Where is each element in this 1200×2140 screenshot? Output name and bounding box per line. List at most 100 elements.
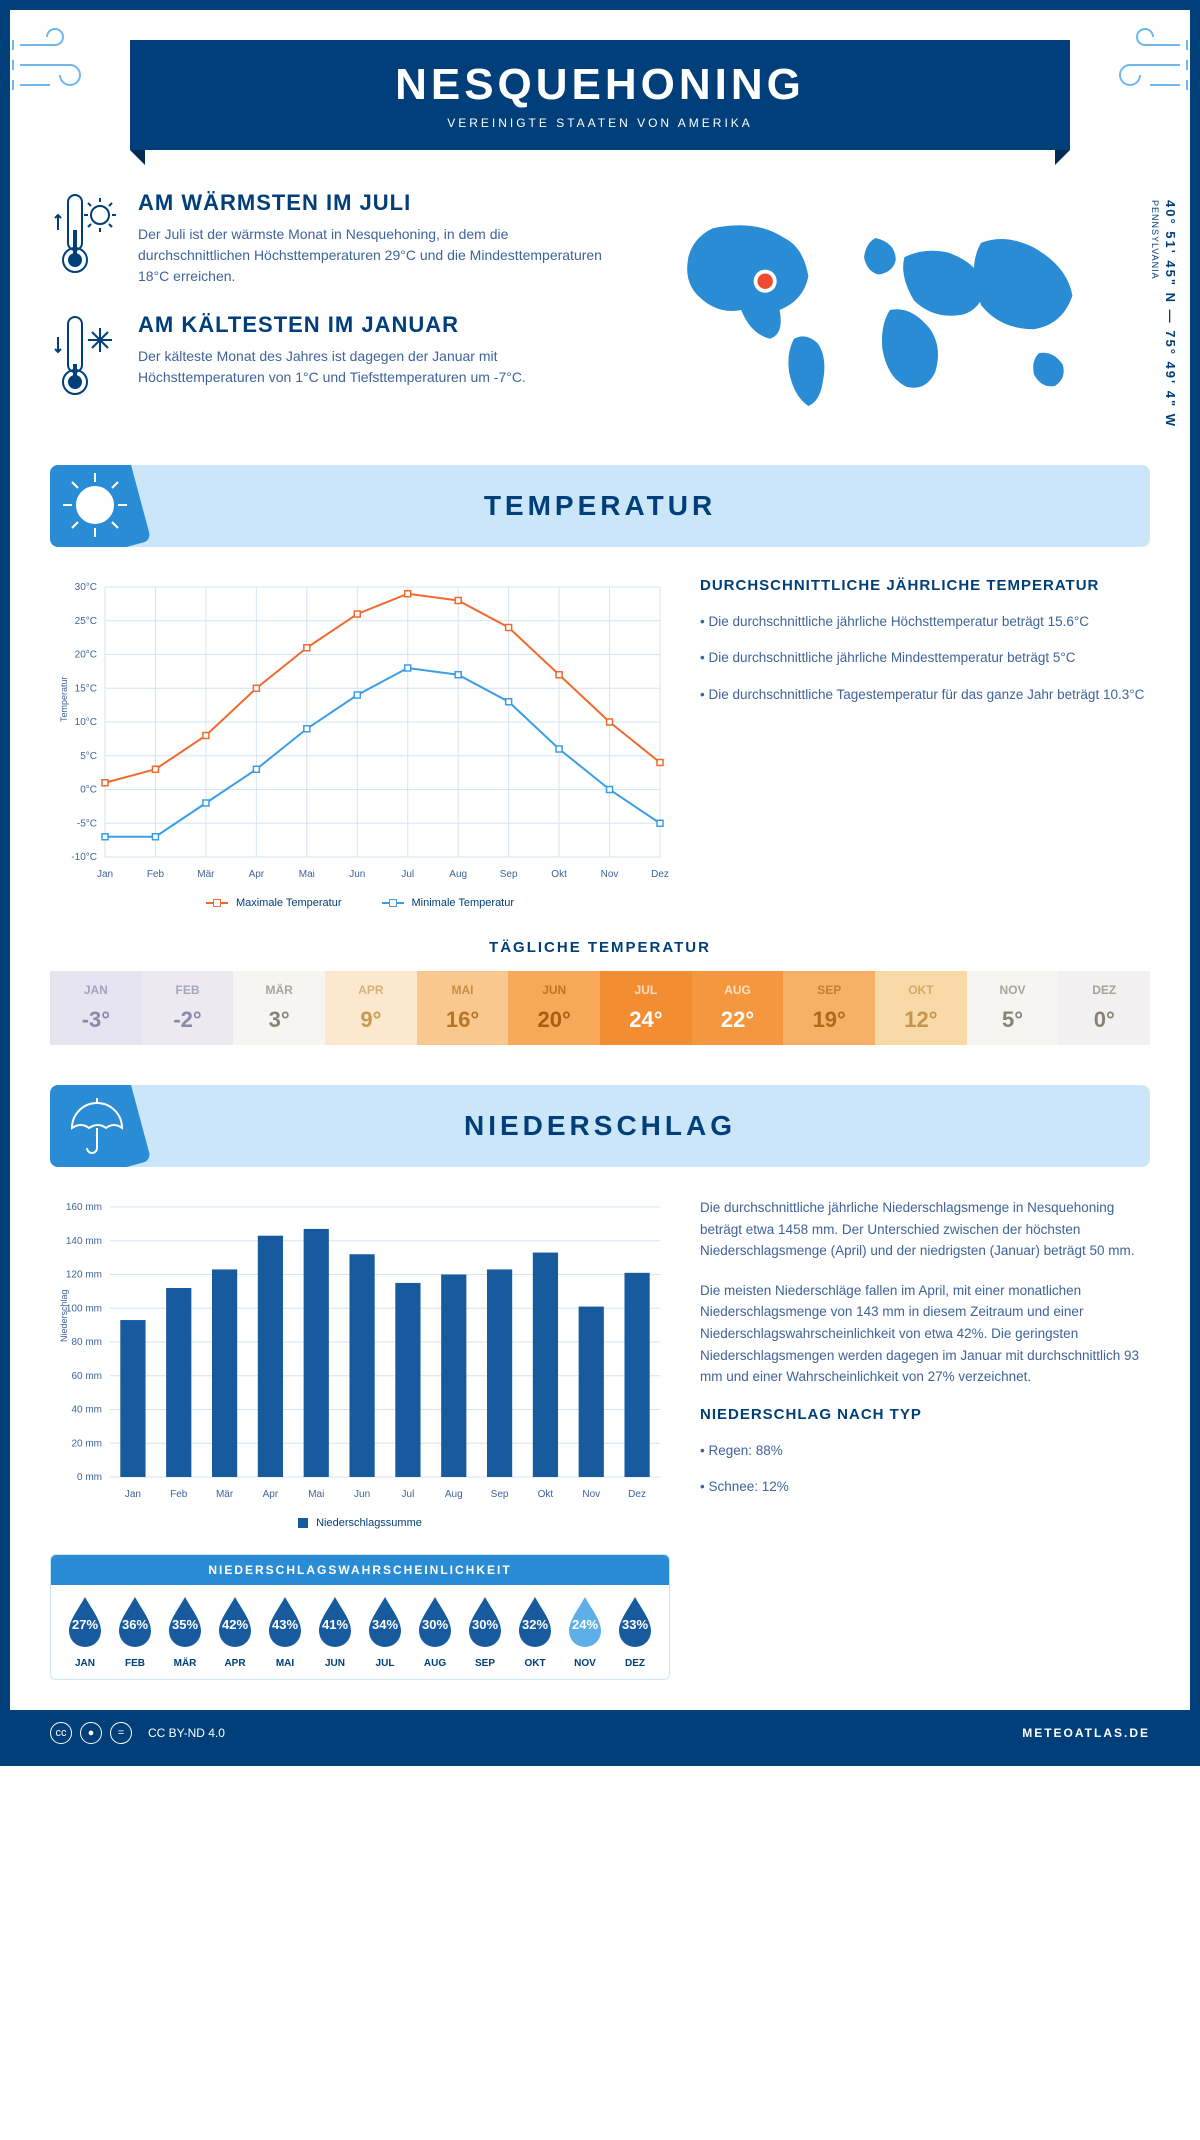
precipitation-chart-column: 0 mm20 mm40 mm60 mm80 mm100 mm120 mm140 … (50, 1197, 670, 1680)
daily-temp-cell: APR9° (325, 971, 417, 1045)
wind-icon (10, 25, 100, 105)
svg-text:Aug: Aug (449, 869, 467, 880)
sun-icon (60, 470, 130, 540)
warmest-heading: AM WÄRMSTEN IM JULI (138, 190, 610, 216)
svg-text:-10°C: -10°C (71, 852, 97, 863)
coords-value: 40° 51' 45" N — 75° 49' 4" W (1163, 200, 1178, 428)
precip-type-bullet: • Regen: 88% (700, 1441, 1150, 1461)
precip-prob-heading: NIEDERSCHLAGSWAHRSCHEINLICHKEIT (51, 1555, 669, 1585)
svg-text:120 mm: 120 mm (66, 1270, 102, 1281)
svg-text:Mai: Mai (308, 1489, 324, 1500)
svg-text:160 mm: 160 mm (66, 1202, 102, 1213)
svg-text:100 mm: 100 mm (66, 1303, 102, 1314)
svg-text:Apr: Apr (249, 869, 265, 880)
daily-temp-heading: TÄGLICHE TEMPERATUR (50, 939, 1150, 956)
precip-type-bullet: • Schnee: 12% (700, 1477, 1150, 1497)
precip-prob-cell: 41% JUN (311, 1595, 359, 1669)
precipitation-bar-chart: 0 mm20 mm40 mm60 mm80 mm100 mm120 mm140 … (50, 1197, 670, 1507)
temperature-chart: -10°C-5°C0°C5°C10°C15°C20°C25°C30°CJanFe… (50, 577, 670, 909)
nd-icon: = (110, 1722, 132, 1744)
license-block: cc ● = CC BY-ND 4.0 (50, 1722, 225, 1744)
coldest-heading: AM KÄLTESTEN IM JANUAR (138, 312, 610, 338)
umbrella-icon (60, 1090, 130, 1160)
svg-text:Jan: Jan (125, 1489, 141, 1500)
precipitation-row: 0 mm20 mm40 mm60 mm80 mm100 mm120 mm140 … (50, 1197, 1150, 1680)
precip-prob-cell: 35% MÄR (161, 1595, 209, 1669)
daily-temp-cell: AUG22° (692, 971, 784, 1045)
precip-prob-cell: 30% SEP (461, 1595, 509, 1669)
temperature-info: DURCHSCHNITTLICHE JÄHRLICHE TEMPERATUR •… (700, 577, 1150, 909)
cc-icon: cc (50, 1722, 72, 1744)
legend-max-label: Maximale Temperatur (236, 897, 342, 909)
daily-temp-table: JAN-3°FEB-2°MÄR3°APR9°MAI16°JUN20°JUL24°… (50, 971, 1150, 1045)
svg-text:Jun: Jun (354, 1489, 370, 1500)
precipitation-banner: NIEDERSCHLAG (50, 1085, 1150, 1167)
warmest-block: AM WÄRMSTEN IM JULI Der Juli ist der wär… (50, 190, 610, 287)
temp-bullet: • Die durchschnittliche Tagestemperatur … (700, 685, 1150, 705)
svg-text:Nov: Nov (601, 869, 619, 880)
precip-prob-cell: 43% MAI (261, 1595, 309, 1669)
temperature-legend: Maximale Temperatur Minimale Temperatur (50, 897, 670, 909)
svg-text:0°C: 0°C (80, 785, 97, 796)
precipitation-text-column: Die durchschnittliche jährliche Niedersc… (700, 1197, 1150, 1680)
daily-temp-cell: JUN20° (508, 971, 600, 1045)
svg-text:Mär: Mär (216, 1489, 234, 1500)
svg-text:10°C: 10°C (75, 717, 97, 728)
svg-text:Okt: Okt (538, 1489, 554, 1500)
temp-bullet: • Die durchschnittliche jährliche Mindes… (700, 648, 1150, 668)
warmest-text: Der Juli ist der wärmste Monat in Nesque… (138, 224, 610, 287)
temperature-section-title: TEMPERATUR (75, 490, 1125, 522)
precip-prob-cell: 42% APR (211, 1595, 259, 1669)
thermometer-snow-icon (50, 312, 120, 402)
svg-text:Jan: Jan (97, 869, 113, 880)
location-country: VEREINIGTE STAATEN VON AMERIKA (150, 116, 1050, 130)
location-title: NESQUEHONING (150, 60, 1050, 110)
daily-temp-cell: DEZ0° (1058, 971, 1150, 1045)
header-banner: NESQUEHONING VEREINIGTE STAATEN VON AMER… (130, 40, 1070, 150)
svg-text:Niederschlag: Niederschlag (59, 1289, 69, 1342)
svg-text:80 mm: 80 mm (71, 1337, 102, 1348)
daily-temp-cell: MAI16° (417, 971, 509, 1045)
precip-text: Die meisten Niederschläge fallen im Apri… (700, 1280, 1150, 1388)
precip-prob-cell: 24% NOV (561, 1595, 609, 1669)
daily-temp-cell: JAN-3° (50, 971, 142, 1045)
svg-text:Dez: Dez (628, 1489, 646, 1500)
daily-temp-cell: NOV5° (967, 971, 1059, 1045)
svg-text:Apr: Apr (263, 1489, 279, 1500)
svg-text:140 mm: 140 mm (66, 1236, 102, 1247)
svg-text:Jul: Jul (401, 869, 414, 880)
precip-probability-panel: NIEDERSCHLAGSWAHRSCHEINLICHKEIT 27% JAN … (50, 1554, 670, 1680)
world-map-icon (640, 190, 1150, 430)
svg-text:Jul: Jul (402, 1489, 415, 1500)
precip-legend: Niederschlagssumme (50, 1517, 670, 1529)
temperature-banner: TEMPERATUR (50, 465, 1150, 547)
precip-prob-cell: 32% OKT (511, 1595, 559, 1669)
svg-text:Aug: Aug (445, 1489, 463, 1500)
coords-state: PENNSYLVANIA (1150, 200, 1160, 280)
temperature-chart-row: -10°C-5°C0°C5°C10°C15°C20°C25°C30°CJanFe… (50, 577, 1150, 909)
svg-text:25°C: 25°C (75, 616, 97, 627)
svg-text:Feb: Feb (147, 869, 165, 880)
svg-text:Mär: Mär (197, 869, 215, 880)
svg-text:Sep: Sep (491, 1489, 509, 1500)
summary-text-column: AM WÄRMSTEN IM JULI Der Juli ist der wär… (50, 190, 610, 435)
wind-icon (1100, 25, 1190, 105)
svg-text:Okt: Okt (551, 869, 567, 880)
svg-text:40 mm: 40 mm (71, 1405, 102, 1416)
daily-temp-cell: JUL24° (600, 971, 692, 1045)
svg-text:-5°C: -5°C (77, 818, 97, 829)
svg-text:Mai: Mai (299, 869, 315, 880)
coldest-block: AM KÄLTESTEN IM JANUAR Der kälteste Mona… (50, 312, 610, 402)
svg-text:Nov: Nov (582, 1489, 600, 1500)
svg-text:15°C: 15°C (75, 683, 97, 694)
daily-temp-cell: MÄR3° (233, 971, 325, 1045)
daily-temp-cell: OKT12° (875, 971, 967, 1045)
license-text: CC BY-ND 4.0 (148, 1726, 225, 1740)
precip-prob-cell: 30% AUG (411, 1595, 459, 1669)
precip-prob-cell: 36% FEB (111, 1595, 159, 1669)
coldest-text: Der kälteste Monat des Jahres ist dagege… (138, 346, 610, 388)
svg-text:60 mm: 60 mm (71, 1371, 102, 1382)
precip-prob-cell: 33% DEZ (611, 1595, 659, 1669)
daily-temp-cell: FEB-2° (142, 971, 234, 1045)
svg-text:20 mm: 20 mm (71, 1438, 102, 1449)
